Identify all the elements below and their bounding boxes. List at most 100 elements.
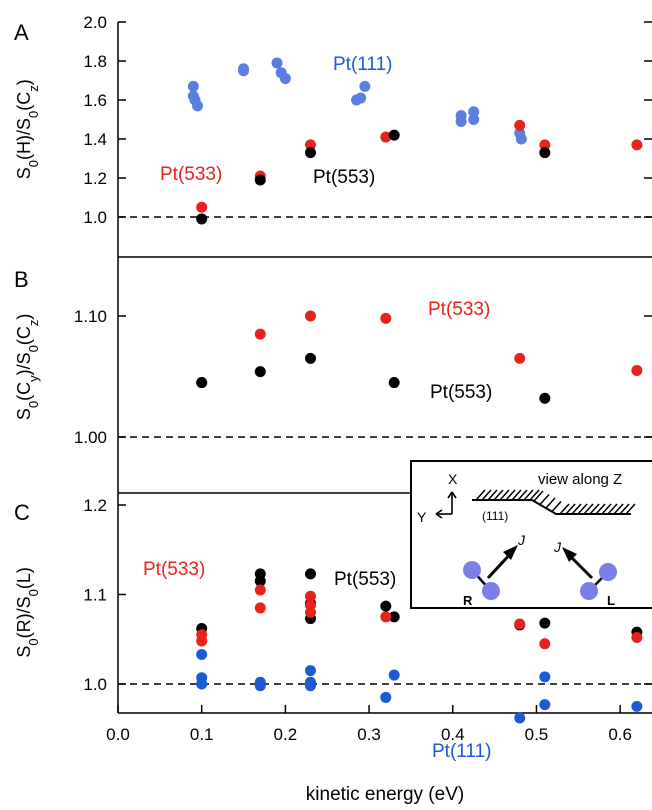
x-axis-title: kinetic energy (eV) xyxy=(306,784,464,805)
data-point xyxy=(254,575,266,587)
x-tick-label: 0.5 xyxy=(525,725,549,744)
data-point xyxy=(304,665,316,677)
inset-diagram: X Y view along Z (111) J R J L xyxy=(410,460,652,609)
data-point xyxy=(304,139,316,151)
data-point xyxy=(539,617,551,629)
j-left-label: J xyxy=(517,532,526,548)
data-point xyxy=(514,352,526,364)
data-point xyxy=(514,712,526,724)
data-point xyxy=(380,611,392,623)
data-point xyxy=(380,131,392,143)
data-point xyxy=(196,213,208,225)
data-point xyxy=(514,618,526,630)
y-tick-label: 1.10 xyxy=(74,307,107,326)
label-a-pt111: Pt(111) xyxy=(333,54,393,75)
data-point xyxy=(196,678,208,690)
data-point xyxy=(254,174,266,186)
panel-label-b: B xyxy=(14,267,29,292)
data-point xyxy=(455,115,467,127)
y-tick-label: 2.0 xyxy=(83,13,107,32)
label-c-pt553: Pt(553) xyxy=(334,569,396,590)
data-point xyxy=(515,133,527,145)
data-point xyxy=(380,691,392,703)
x-tick-label: 0.1 xyxy=(190,725,214,744)
y-tick-label: 1.00 xyxy=(74,428,107,447)
x-tick-label: 0.4 xyxy=(441,725,465,744)
data-point xyxy=(187,80,199,92)
label-b-pt533: Pt(533) xyxy=(428,299,490,320)
x-tick-label: 0.3 xyxy=(357,725,381,744)
data-point xyxy=(254,366,266,378)
data-point xyxy=(196,648,208,660)
label-b-pt553: Pt(553) xyxy=(430,382,492,403)
data-point xyxy=(388,611,400,623)
data-point xyxy=(539,392,551,404)
y-tick-label: 1.6 xyxy=(83,91,107,110)
y-axis-label: S0(R)/S0(L) xyxy=(14,567,41,657)
data-point xyxy=(388,129,400,141)
l-label: L xyxy=(607,593,615,608)
data-point xyxy=(631,700,643,712)
data-point xyxy=(539,699,551,711)
data-point xyxy=(254,584,266,596)
data-point xyxy=(380,312,392,324)
axis-arrows xyxy=(435,491,457,519)
data-point xyxy=(539,147,551,159)
data-point xyxy=(304,568,316,580)
surface-profile xyxy=(472,499,631,515)
x-tick-label: 0.6 xyxy=(608,725,632,744)
j-right-label: J xyxy=(553,539,562,555)
data-point xyxy=(196,377,208,389)
inset-view-label: view along Z xyxy=(538,471,622,488)
data-point xyxy=(304,310,316,322)
label-a-pt553: Pt(553) xyxy=(313,167,375,188)
data-point xyxy=(359,80,371,92)
y-tick-label: 1.2 xyxy=(83,496,107,515)
y-axis-label: S0(H)/S0(Cz) xyxy=(14,79,41,179)
data-point xyxy=(304,680,316,692)
panel-label-c: C xyxy=(14,500,30,525)
inset-facet-label: (111) xyxy=(482,509,508,523)
data-point xyxy=(279,73,291,85)
data-point xyxy=(271,57,283,69)
data-point xyxy=(631,631,643,643)
data-point xyxy=(254,602,266,614)
y-tick-label: 1.0 xyxy=(83,208,107,227)
r-label: R xyxy=(463,593,473,608)
data-point xyxy=(304,606,316,618)
molecule-l xyxy=(562,547,617,600)
y-tick-label: 1.2 xyxy=(83,169,107,188)
data-point xyxy=(196,635,208,647)
data-point xyxy=(539,638,551,650)
y-axis-label: S0(Cy)/S0(Cz) xyxy=(14,314,41,421)
axes-frame xyxy=(117,22,652,714)
inset-x-label: X xyxy=(448,471,458,487)
data-point xyxy=(468,106,480,118)
data-point xyxy=(355,92,367,104)
data-point xyxy=(388,669,400,681)
data-point xyxy=(388,377,400,389)
data-point xyxy=(254,328,266,340)
x-tick-label: 0.2 xyxy=(274,725,298,744)
surface-hatching xyxy=(475,489,636,515)
data-point xyxy=(196,201,208,213)
y-tick-label: 1.8 xyxy=(83,52,107,71)
data-point xyxy=(238,65,250,77)
data-point xyxy=(304,590,316,602)
data-point xyxy=(380,600,392,612)
data-point xyxy=(514,119,526,131)
inset-y-label: Y xyxy=(417,509,427,525)
data-point xyxy=(468,114,480,125)
label-c-pt111: Pt(111) xyxy=(432,741,492,762)
data-point xyxy=(539,671,551,683)
data-point xyxy=(254,680,266,692)
y-tick-label: 1.0 xyxy=(83,675,107,694)
label-c-pt533: Pt(533) xyxy=(143,559,205,580)
data-point xyxy=(304,352,316,364)
y-tick-label: 1.4 xyxy=(83,130,107,149)
data-point xyxy=(631,364,643,376)
data-point xyxy=(192,100,204,112)
molecule-r xyxy=(463,545,518,600)
y-tick-label: 1.1 xyxy=(83,586,107,605)
